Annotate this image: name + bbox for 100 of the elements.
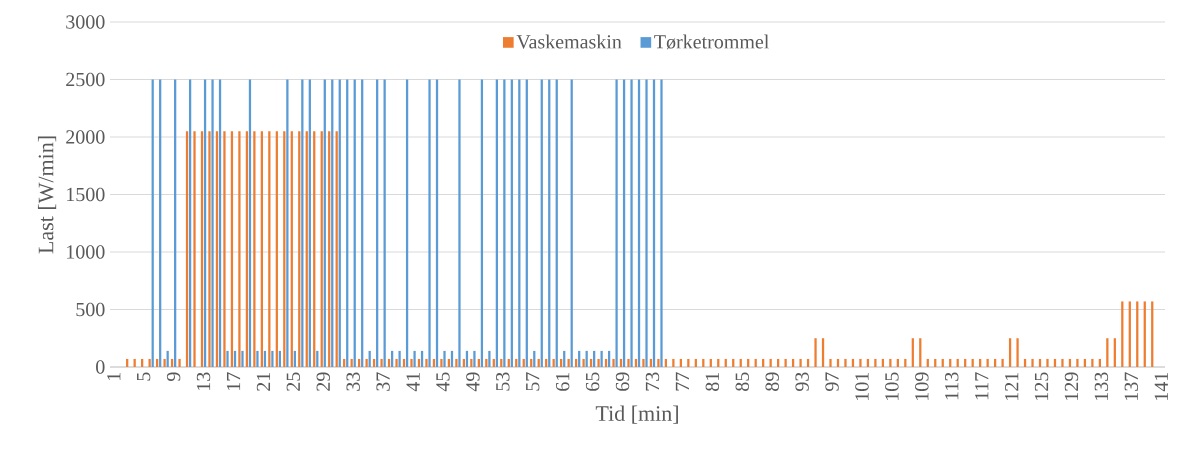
bar — [211, 79, 214, 367]
bar — [226, 350, 229, 367]
bar — [1076, 358, 1079, 367]
x-tick-label: 89 — [765, 372, 779, 391]
x-tick-label: 105 — [885, 372, 899, 400]
x-tick-label: 33 — [346, 372, 360, 391]
y-tick-label: 1500 — [67, 187, 105, 202]
x-tick-label: 49 — [466, 372, 480, 392]
y-tick-label: 3000 — [66, 15, 105, 29]
x-tick-label: 73 — [645, 372, 660, 391]
y-tick-label: 1000 — [67, 245, 105, 259]
bar — [286, 79, 289, 367]
bar — [238, 131, 241, 367]
x-tick-label: 85 — [735, 372, 749, 391]
bar — [859, 358, 862, 367]
x-tick-label: 41 — [406, 372, 420, 392]
y-tick-label: 2000 — [66, 130, 105, 144]
bar — [1001, 358, 1004, 367]
x-tick-label: 1 — [107, 372, 121, 380]
bar — [241, 350, 244, 367]
x-tick-label: 117 — [975, 372, 989, 400]
bar — [784, 358, 787, 367]
bar — [582, 358, 585, 367]
bar — [178, 358, 181, 367]
bar — [193, 131, 196, 367]
bar — [1046, 358, 1049, 367]
x-tick-label: 133 — [1094, 372, 1109, 400]
bar — [443, 350, 446, 367]
x-tick-label: 61 — [555, 372, 570, 391]
bar — [398, 350, 401, 367]
x-tick-label: 69 — [615, 372, 630, 391]
x-tick-label: 97 — [825, 372, 839, 392]
x-tick-label: 17 — [226, 372, 241, 390]
bar — [1091, 358, 1094, 367]
x-tick-label: 25 — [286, 372, 301, 391]
x-tick-label: 53 — [496, 372, 510, 391]
bar — [874, 358, 877, 367]
bar — [256, 350, 259, 367]
bar — [799, 358, 802, 367]
bar — [615, 79, 618, 367]
bar — [163, 358, 166, 367]
bar — [223, 131, 226, 367]
bar — [458, 79, 461, 367]
bar — [600, 350, 603, 367]
x-tick-label: 81 — [705, 372, 720, 391]
x-tick-label: 9 — [166, 372, 181, 382]
bar — [410, 358, 413, 367]
bar — [428, 79, 431, 367]
x-tick-label: 45 — [436, 372, 450, 392]
bar — [986, 358, 989, 367]
x-tick-label: 125 — [1034, 372, 1049, 400]
x-tick-label: 109 — [915, 372, 929, 400]
bar — [597, 358, 600, 367]
x-tick-label: 29 — [316, 372, 330, 391]
bar — [253, 131, 256, 367]
bar — [413, 350, 416, 367]
x-axis-title: Tid [min] — [595, 405, 678, 424]
bar — [612, 358, 615, 367]
bar — [660, 79, 663, 367]
bar — [657, 358, 660, 367]
bar — [672, 358, 675, 367]
legend-label: Tørketrommel — [654, 34, 769, 50]
bar — [814, 338, 817, 367]
bar — [425, 358, 428, 367]
y-tick-label: 500 — [76, 302, 105, 317]
bar — [829, 358, 832, 367]
x-tick-label: 101 — [855, 372, 869, 400]
y-tick-label: 0 — [96, 360, 105, 374]
x-tick-label: 113 — [945, 372, 959, 400]
x-tick-label: 121 — [1005, 372, 1019, 400]
y-tick-label: 2500 — [66, 72, 105, 87]
x-tick-label: 37 — [376, 372, 390, 391]
bar — [148, 358, 151, 367]
legend-label: Vaskemaskin — [516, 34, 622, 49]
x-tick-label: 93 — [795, 372, 809, 392]
bar — [473, 350, 476, 367]
bar — [488, 350, 491, 367]
bar — [642, 358, 645, 367]
x-tick-label: 77 — [675, 372, 689, 391]
x-tick-label: 141 — [1154, 372, 1168, 400]
bar — [630, 79, 633, 367]
x-tick-label: 65 — [585, 372, 600, 391]
x-tick-label: 129 — [1064, 372, 1079, 400]
y-axis-title: Last [W/min] — [37, 136, 57, 254]
x-tick-label: 5 — [137, 372, 151, 381]
bar — [844, 358, 847, 367]
bar — [271, 350, 274, 367]
bar — [1061, 358, 1064, 367]
x-tick-label: 21 — [256, 372, 271, 391]
bar — [645, 79, 648, 367]
bar — [365, 358, 368, 367]
x-tick-label: 13 — [196, 372, 211, 390]
x-tick-label: 137 — [1124, 372, 1139, 400]
bar — [395, 358, 398, 367]
x-tick-label: 57 — [526, 372, 540, 391]
bar — [455, 358, 458, 367]
bar — [627, 358, 630, 367]
bar — [1031, 358, 1034, 367]
bar — [380, 358, 383, 367]
bar — [440, 358, 443, 367]
